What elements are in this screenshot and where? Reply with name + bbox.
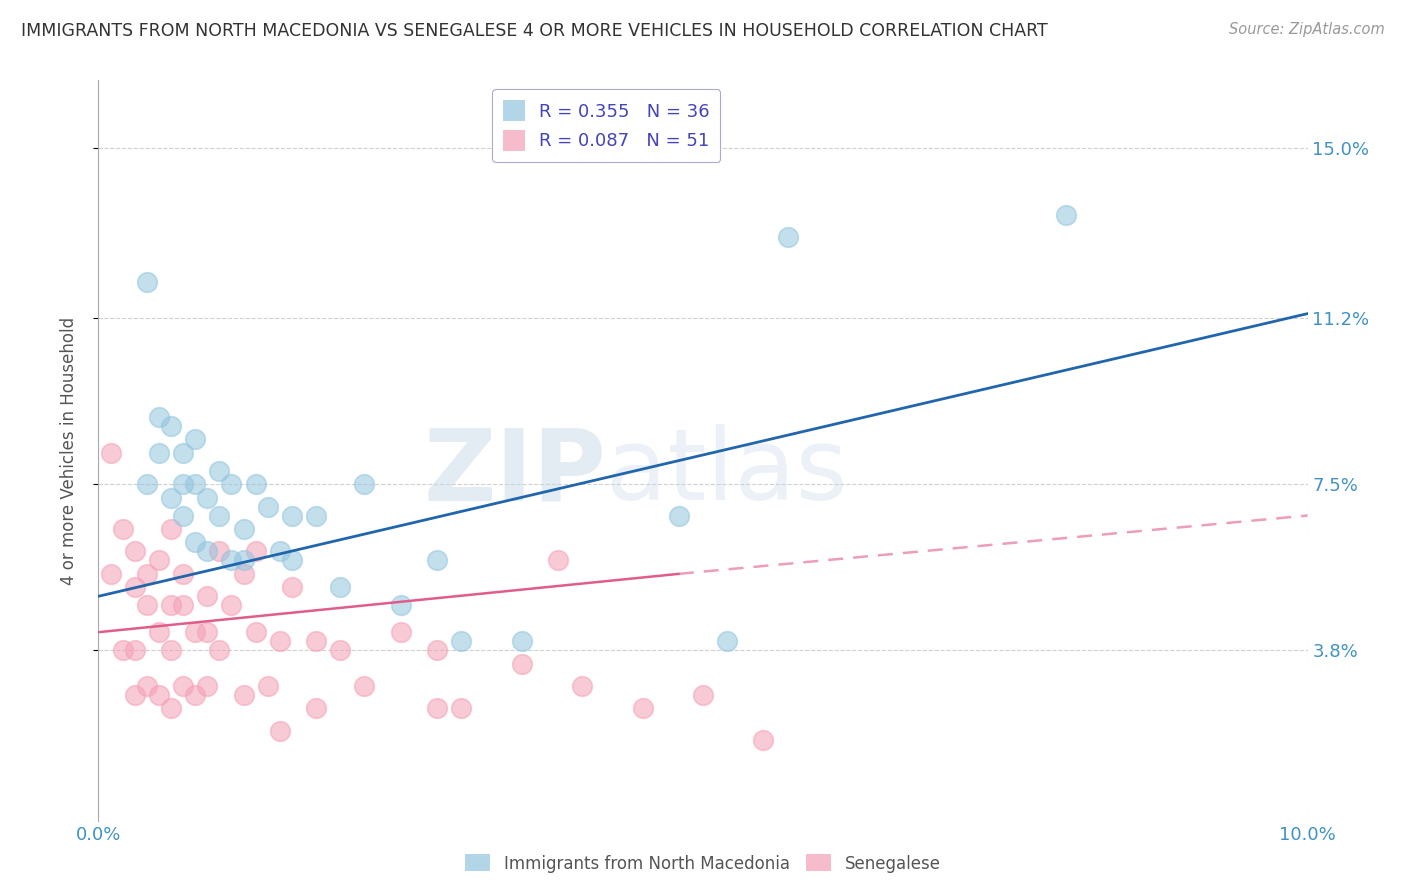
Point [195,625,218,640]
Point [269,544,291,558]
Point [353,679,375,693]
Point [426,643,449,657]
Point [124,544,146,558]
Point [221,477,243,491]
Point [281,553,304,567]
Point [269,723,291,738]
Point [426,553,449,567]
Point [195,679,218,693]
Point [668,508,690,523]
Point [692,688,714,702]
Point [135,477,157,491]
Point [232,553,254,567]
Point [389,599,412,613]
Point [135,599,157,613]
Point [160,701,183,715]
Point [208,464,231,478]
Point [281,508,304,523]
Point [124,580,146,594]
Point [776,230,799,244]
Point [353,477,375,491]
Point [195,589,218,603]
Point [100,566,122,581]
Point [172,566,194,581]
Point [172,679,194,693]
Point [148,409,170,424]
Point [184,432,207,446]
Y-axis label: 4 or more Vehicles in Household: 4 or more Vehicles in Household [59,317,77,584]
Legend: R = 0.355   N = 36, R = 0.087   N = 51: R = 0.355 N = 36, R = 0.087 N = 51 [492,89,720,161]
Point [232,566,254,581]
Point [208,544,231,558]
Point [510,634,533,648]
Point [172,599,194,613]
Point [160,418,183,433]
Point [148,553,170,567]
Point [221,553,243,567]
Point [245,477,267,491]
Point [281,580,304,594]
Point [305,508,328,523]
Text: ZIP: ZIP [423,425,606,521]
Text: Source: ZipAtlas.com: Source: ZipAtlas.com [1229,22,1385,37]
Point [631,701,654,715]
Point [148,446,170,460]
Point [329,580,352,594]
Point [571,679,593,693]
Point [245,544,267,558]
Point [716,634,738,648]
Point [100,446,122,460]
Point [208,643,231,657]
Point [245,625,267,640]
Point [1054,208,1077,222]
Point [184,625,207,640]
Text: IMMIGRANTS FROM NORTH MACEDONIA VS SENEGALESE 4 OR MORE VEHICLES IN HOUSEHOLD CO: IMMIGRANTS FROM NORTH MACEDONIA VS SENEG… [21,22,1047,40]
Point [329,643,352,657]
Legend: Immigrants from North Macedonia, Senegalese: Immigrants from North Macedonia, Senegal… [458,847,948,880]
Point [135,275,157,289]
Point [148,688,170,702]
Point [160,491,183,505]
Point [305,634,328,648]
Point [160,599,183,613]
Point [111,643,134,657]
Point [208,508,231,523]
Point [752,732,775,747]
Point [232,522,254,536]
Point [148,625,170,640]
Point [160,522,183,536]
Point [232,688,254,702]
Point [269,634,291,648]
Point [256,679,278,693]
Point [172,446,194,460]
Text: atlas: atlas [606,425,848,521]
Point [426,701,449,715]
Point [124,688,146,702]
Point [184,688,207,702]
Point [221,599,243,613]
Point [135,566,157,581]
Point [195,491,218,505]
Point [450,634,472,648]
Point [135,679,157,693]
Point [172,477,194,491]
Point [195,544,218,558]
Point [256,500,278,514]
Point [111,522,134,536]
Point [547,553,569,567]
Point [450,701,472,715]
Point [305,701,328,715]
Point [184,477,207,491]
Point [184,535,207,549]
Point [172,508,194,523]
Point [160,643,183,657]
Point [510,657,533,671]
Point [389,625,412,640]
Point [124,643,146,657]
